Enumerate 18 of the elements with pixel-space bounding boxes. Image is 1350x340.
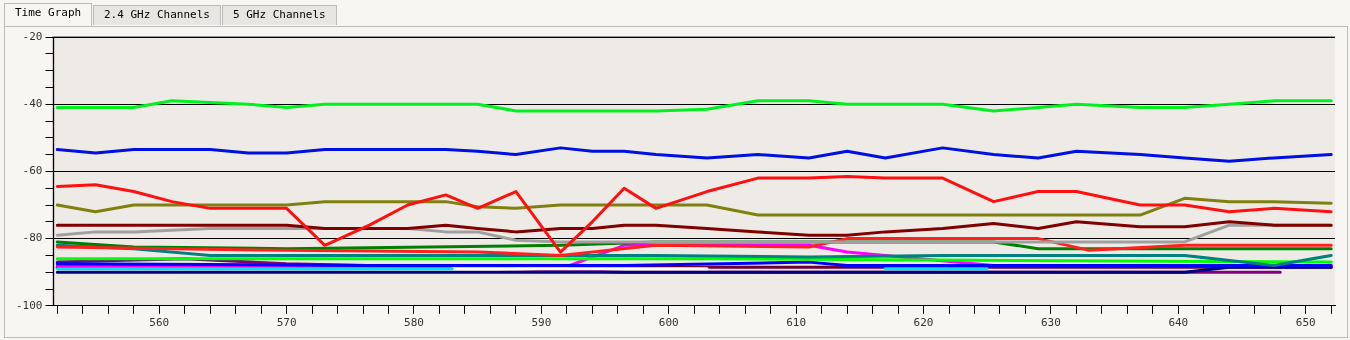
x-tick-label: 570 <box>276 316 297 330</box>
x-tick-label: 630 <box>1040 316 1061 330</box>
text: 5 GHz Channels <box>222 5 337 25</box>
x-tick-label: 610 <box>786 316 807 330</box>
x-tick-label: 650 <box>1295 316 1316 330</box>
x-tick-label: 560 <box>149 316 170 330</box>
text: Time Graph <box>4 3 93 26</box>
text: 2.4 GHz Channels <box>93 5 221 25</box>
y-tick-label: -40 <box>22 97 43 111</box>
x-tick-label: 580 <box>404 316 424 330</box>
x-tick-label: 640 <box>1168 316 1189 330</box>
y-tick-label: -80 <box>22 231 43 245</box>
y-tick-label: -100 <box>15 298 43 312</box>
x-tick-label: 600 <box>658 316 679 330</box>
y-tick-label: -60 <box>22 164 43 178</box>
x-tick-label: 620 <box>913 316 934 330</box>
x-tick-label: 590 <box>531 316 552 330</box>
y-tick-label: -20 <box>22 29 43 43</box>
